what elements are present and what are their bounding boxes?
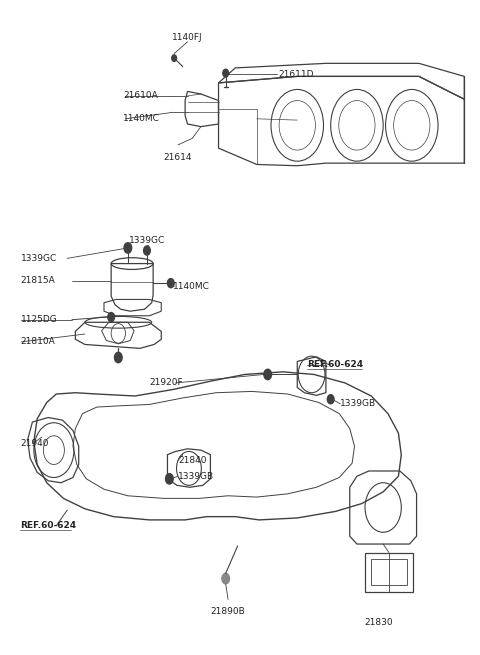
- Text: 1339GC: 1339GC: [21, 254, 57, 263]
- Circle shape: [327, 395, 334, 404]
- Circle shape: [124, 243, 132, 253]
- Circle shape: [264, 369, 272, 380]
- Text: 1339GB: 1339GB: [340, 400, 376, 408]
- Circle shape: [166, 474, 173, 484]
- Text: 21940: 21940: [21, 439, 49, 448]
- Text: 1140MC: 1140MC: [173, 282, 210, 291]
- Text: 21810A: 21810A: [21, 337, 55, 346]
- Circle shape: [222, 573, 229, 584]
- Text: 21611D: 21611D: [278, 70, 313, 79]
- Text: 21614: 21614: [164, 153, 192, 162]
- Circle shape: [108, 312, 115, 322]
- Text: 21830: 21830: [364, 618, 393, 627]
- Text: 1125DG: 1125DG: [21, 315, 57, 324]
- Text: 21610A: 21610A: [123, 92, 158, 100]
- Text: 21840: 21840: [178, 456, 206, 465]
- Text: REF.60-624: REF.60-624: [21, 521, 77, 531]
- Text: 1140FJ: 1140FJ: [172, 33, 203, 42]
- Text: 1140MC: 1140MC: [123, 114, 160, 123]
- Text: 1339GC: 1339GC: [129, 236, 165, 246]
- Text: 21815A: 21815A: [21, 276, 55, 285]
- Circle shape: [168, 278, 174, 288]
- Text: 1339GB: 1339GB: [178, 472, 214, 481]
- Circle shape: [115, 352, 122, 363]
- Text: 21890B: 21890B: [211, 607, 245, 616]
- Circle shape: [172, 55, 177, 62]
- Circle shape: [144, 246, 150, 255]
- Text: REF.60-624: REF.60-624: [307, 360, 363, 369]
- Circle shape: [223, 69, 228, 77]
- Text: 21920F: 21920F: [149, 379, 183, 388]
